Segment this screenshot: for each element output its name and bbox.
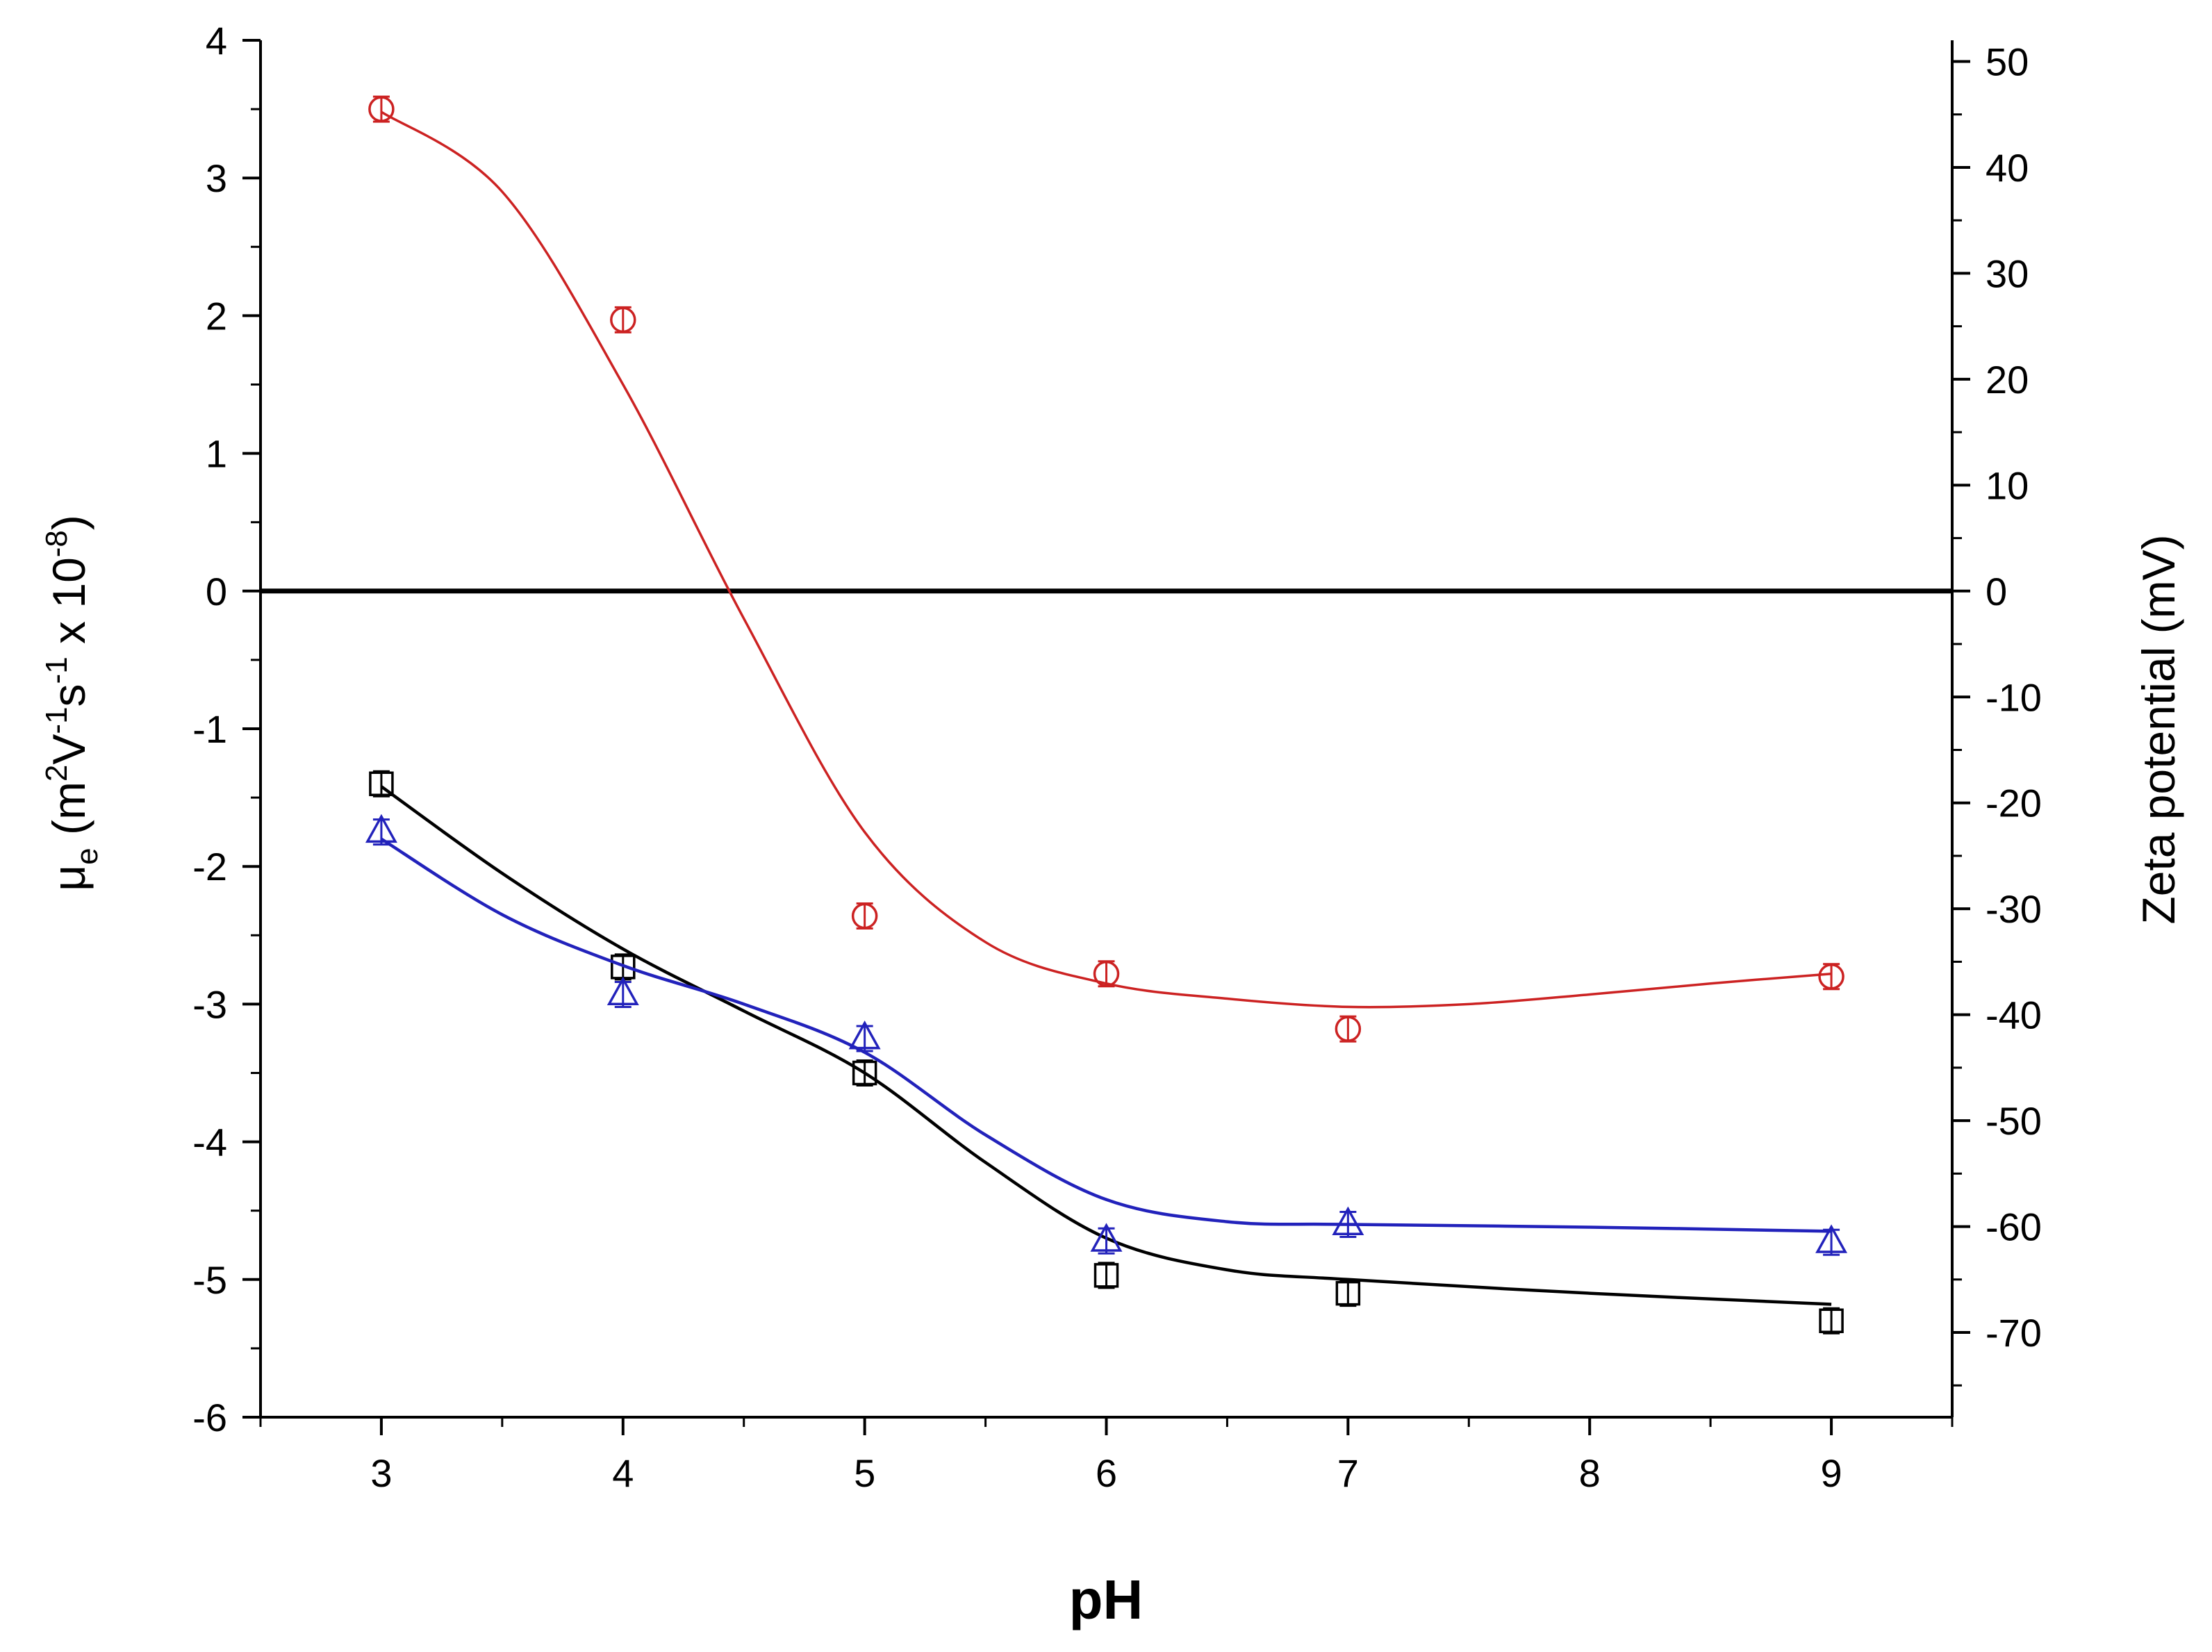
red-circles-point [1093, 961, 1120, 987]
x-tick-label: 9 [1820, 1451, 1842, 1495]
black-squares-point [1819, 1308, 1844, 1334]
blue-triangles-point [1090, 1223, 1123, 1252]
series-layer [365, 95, 1848, 1335]
y2-tick-label: -60 [1986, 1205, 2042, 1249]
red-circles-series [368, 95, 1844, 1043]
y-axis-title: μe (m2V-1s-1 x 10-8) [40, 515, 104, 891]
blue-triangles-series [365, 813, 1848, 1256]
black-squares-point [1093, 1263, 1119, 1288]
blue-triangles-point [1332, 1206, 1364, 1235]
black-squares-series [369, 770, 1844, 1335]
blue-triangles-point [365, 813, 397, 843]
blue-triangles-fit-line [380, 837, 1832, 1233]
y-tick-label: -4 [192, 1121, 227, 1164]
black-squares-fit-line [380, 785, 1832, 1306]
y-tick-label: 4 [206, 19, 227, 63]
y-tick-label: -6 [192, 1396, 227, 1439]
y2-tick-label: 20 [1986, 358, 2029, 402]
y2-tick-label: -70 [1986, 1311, 2042, 1355]
x-tick-label: 7 [1337, 1451, 1359, 1495]
y2-tick-label: 50 [1986, 40, 2029, 83]
y2-tick-label: -40 [1986, 993, 2042, 1037]
black-squares-point [852, 1060, 877, 1086]
blue-triangles-point [1815, 1224, 1848, 1253]
y2-tick-label: -20 [1986, 782, 2042, 825]
blue-triangles-point [606, 976, 639, 1005]
red-circles-fit-line [380, 110, 1832, 1009]
x-tick-label: 8 [1579, 1451, 1601, 1495]
y2-axis-ticks: -70 -60 -50 -40 -30 -20 -10 0 10 20 30 40 50 [1952, 40, 2042, 1387]
red-circles-point [1335, 1016, 1362, 1042]
y-tick-label: -5 [192, 1258, 227, 1302]
y-tick-label: 0 [206, 570, 227, 613]
x-axis-ticks: 3 4 5 6 7 8 9 [259, 1417, 1954, 1495]
black-squares-point [1335, 1280, 1361, 1306]
y-tick-label: -1 [192, 707, 227, 751]
y-tick-label: -3 [192, 982, 227, 1026]
blue-triangles-point [848, 1021, 881, 1050]
y2-tick-label: 30 [1986, 251, 2029, 295]
y2-tick-label: -30 [1986, 887, 2042, 931]
red-circles-point [1818, 964, 1844, 990]
x-tick-label: 4 [612, 1451, 634, 1495]
red-circles-point [610, 306, 636, 333]
x-axis-title: pH [1069, 1569, 1144, 1630]
y-axis-ticks: -6 -5 -4 -3 -2 -1 0 1 2 3 4 [192, 19, 261, 1439]
y2-tick-label: -50 [1986, 1099, 2042, 1143]
x-tick-label: 6 [1096, 1451, 1117, 1495]
y-tick-label: 3 [206, 156, 227, 200]
y2-axis-title: Zeta potential (mV) [2133, 534, 2184, 924]
x-tick-label: 3 [370, 1451, 392, 1495]
y2-tick-label: 10 [1986, 463, 2029, 507]
y2-tick-label: 0 [1986, 570, 2007, 613]
x-tick-label: 5 [854, 1451, 875, 1495]
y-tick-label: -2 [192, 845, 227, 889]
red-circles-point [851, 902, 878, 930]
y-tick-label: 2 [206, 294, 227, 338]
black-squares-point [369, 771, 394, 797]
red-circles-point [368, 96, 395, 122]
y-tick-label: 1 [206, 432, 227, 476]
y2-tick-label: 40 [1986, 146, 2029, 190]
y2-tick-label: -10 [1986, 675, 2042, 719]
